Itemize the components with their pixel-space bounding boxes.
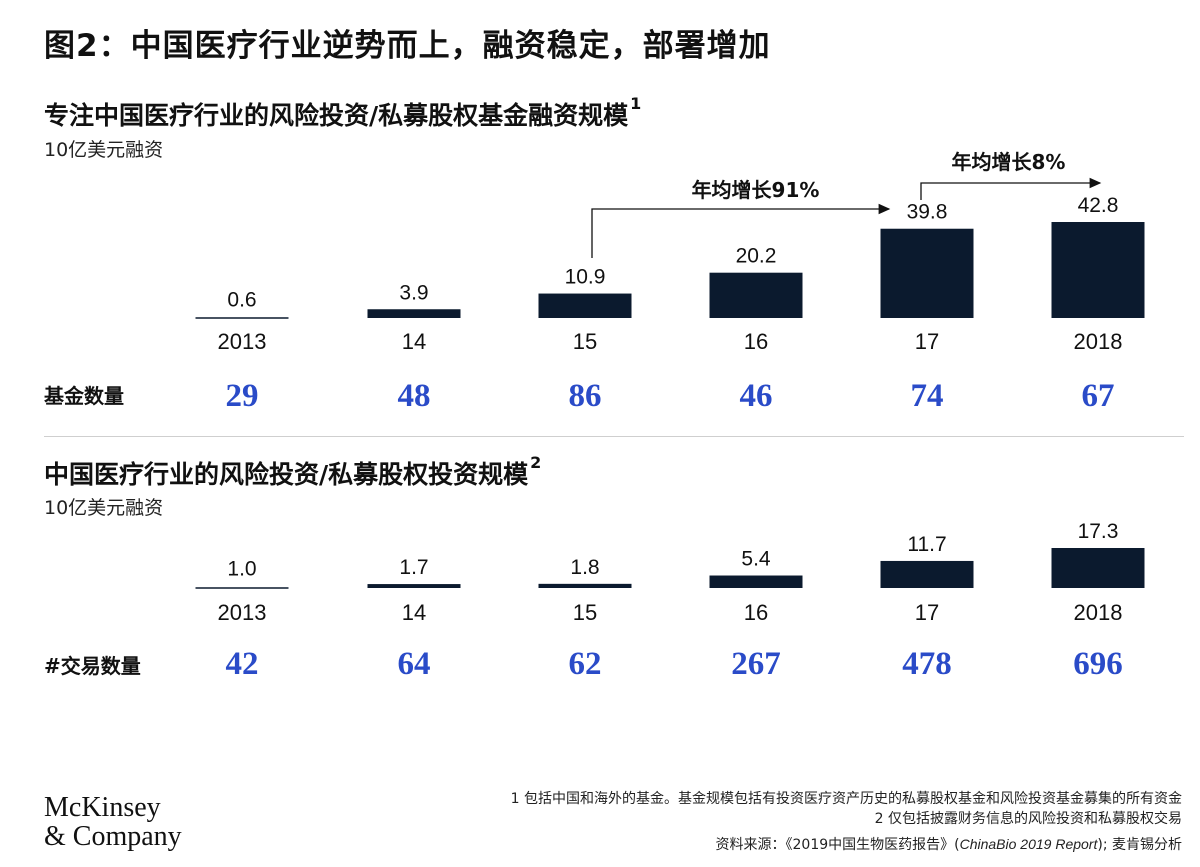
chart1-count-label: 基金数量 <box>44 384 124 408</box>
bar-17 <box>880 560 974 588</box>
category-label-14: 14 <box>402 600 426 625</box>
chart1-title: 专注中国医疗行业的风险投资/私募股权基金融资规模 1 <box>44 94 642 130</box>
category-label-17: 17 <box>915 329 939 354</box>
chart2-svg: 1.0 2013 42 1.7 14 64 1.8 15 62 5.4 16 267 11.7 17 478… <box>195 520 1145 682</box>
value-label-2018: 17.3 <box>1078 520 1119 543</box>
chart2-title: 中国医疗行业的风险投资/私募股权投资规模 2 <box>44 453 542 489</box>
value-label-16: 5.4 <box>741 548 771 571</box>
category-label-2013: 2013 <box>218 329 267 354</box>
category-label-17: 17 <box>915 600 939 625</box>
cagr-arrow-1 <box>591 203 891 258</box>
page-title: 图2：中国医疗行业逆势而上，融资稳定，部署增加 <box>44 28 771 64</box>
count-value-17: 74 <box>911 378 944 414</box>
bar-2018 <box>1051 548 1145 588</box>
value-label-15: 1.8 <box>570 556 599 579</box>
logo-line1: McKinsey <box>44 792 161 823</box>
category-label-14: 14 <box>402 329 426 354</box>
value-label-17: 11.7 <box>907 533 946 556</box>
chart1-title-superscript: 1 <box>630 94 642 113</box>
count-value-16: 46 <box>740 378 773 414</box>
footnote-1: 1 包括中国和海外的基金。基金规模包括有投资医疗资产历史的私募股权基金和风险投资… <box>510 791 1182 807</box>
bar-15 <box>538 293 632 318</box>
count-value-2018: 696 <box>1073 646 1123 682</box>
bar-15 <box>538 583 632 588</box>
footnote-2: 2 仅包括披露财务信息的风险投资和私募股权交易 <box>874 811 1182 827</box>
category-label-2013: 2013 <box>218 600 267 625</box>
section-divider <box>44 436 1184 437</box>
chart2-unit: 10亿美元融资 <box>44 497 164 519</box>
count-value-15: 86 <box>569 378 602 414</box>
count-value-2018: 67 <box>1082 378 1115 414</box>
count-value-14: 48 <box>398 378 431 414</box>
category-label-2018: 2018 <box>1074 329 1123 354</box>
count-value-2013: 29 <box>226 378 259 414</box>
bar-14 <box>367 309 461 318</box>
count-value-16: 267 <box>731 646 781 682</box>
category-label-16: 16 <box>744 600 768 625</box>
mckinsey-logo: McKinsey & Company <box>44 793 182 851</box>
cagr-arrow-2 <box>920 177 1102 200</box>
value-label-14: 3.9 <box>399 281 428 304</box>
count-value-15: 62 <box>569 646 602 682</box>
value-label-14: 1.7 <box>399 556 428 579</box>
logo-line2: & Company <box>44 821 182 852</box>
bar-17 <box>880 228 974 318</box>
category-label-15: 15 <box>573 329 597 354</box>
value-label-16: 20.2 <box>736 245 777 268</box>
category-label-15: 15 <box>573 600 597 625</box>
count-value-14: 64 <box>398 646 431 682</box>
cagr-label-2: 年均增长8% <box>952 150 1066 174</box>
bar-16 <box>709 575 803 588</box>
category-label-2018: 2018 <box>1074 600 1123 625</box>
value-label-2018: 42.8 <box>1078 194 1119 217</box>
count-value-2013: 42 <box>226 646 259 682</box>
value-label-15: 10.9 <box>565 266 606 289</box>
cagr-label-1: 年均增长91% <box>692 178 820 202</box>
chart2-title-superscript: 2 <box>530 453 542 472</box>
chart2-count-label: #交易数量 <box>44 654 141 678</box>
source-note: 资料来源：《2019中国生物医药报告》(ChinaBio 2019 Report… <box>715 836 1183 853</box>
bar-14 <box>367 584 461 588</box>
bar-2018 <box>1051 222 1145 318</box>
bar-16 <box>709 272 803 318</box>
value-label-2013: 1.0 <box>227 558 256 581</box>
category-label-16: 16 <box>744 329 768 354</box>
chart1-unit: 10亿美元融资 <box>44 139 164 161</box>
count-value-17: 478 <box>902 646 952 682</box>
value-label-17: 39.8 <box>907 201 948 224</box>
chart1-svg: 0.6 2013 29 3.9 14 48 10.9 15 86 20.2 16 46 39.8 17 74… <box>195 150 1145 414</box>
value-label-2013: 0.6 <box>227 289 256 312</box>
